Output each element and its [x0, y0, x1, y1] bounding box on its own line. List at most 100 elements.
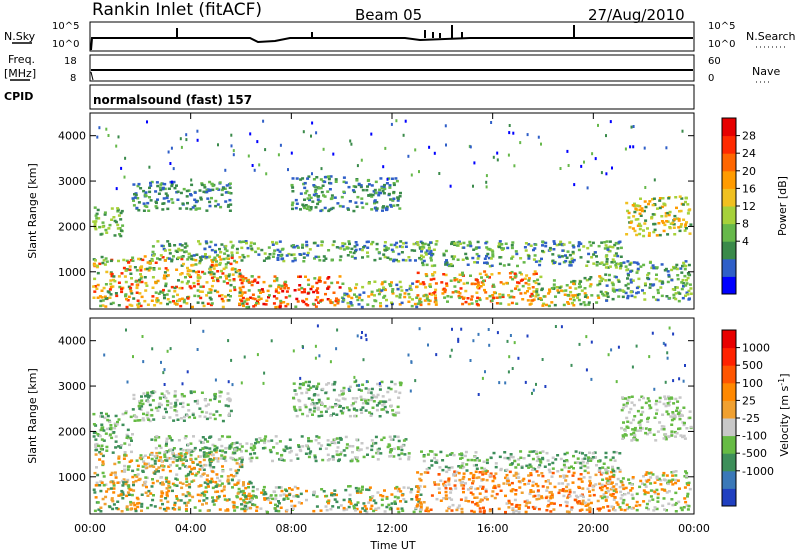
- echo-cell: [511, 507, 514, 510]
- echo-cell: [688, 482, 691, 485]
- echo-cell: [626, 421, 629, 424]
- echo-cell: [136, 269, 139, 272]
- echo-cell: [618, 346, 620, 349]
- echo-cell: [96, 482, 99, 485]
- echo-cell: [311, 285, 314, 288]
- echo-cell: [458, 472, 461, 475]
- echo-cell: [601, 278, 604, 281]
- echo-cell: [612, 258, 615, 261]
- echo-cell: [371, 445, 374, 448]
- echo-cell: [435, 240, 438, 243]
- echo-cell: [666, 233, 669, 236]
- echo-cell: [537, 474, 540, 477]
- echo-cell: [142, 465, 145, 468]
- echo-cell: [589, 508, 592, 511]
- echo-cell: [127, 491, 130, 494]
- echo-cell: [205, 452, 208, 455]
- echo-cell: [218, 248, 221, 251]
- echo-cell: [505, 243, 508, 246]
- echo-cell: [378, 251, 381, 254]
- echo-cell: [370, 399, 373, 402]
- echo-cell: [588, 480, 591, 483]
- echo-cell: [397, 406, 400, 409]
- echo-cell: [551, 253, 554, 256]
- echo-cell: [361, 488, 364, 491]
- echo-cell: [616, 247, 619, 250]
- echo-cell: [334, 405, 337, 408]
- echo-cell: [548, 469, 551, 472]
- echo-cell: [446, 295, 449, 298]
- echo-cell: [224, 245, 227, 248]
- echo-cell: [165, 443, 168, 446]
- echo-cell: [333, 304, 336, 307]
- echo-cell: [538, 508, 541, 511]
- echo-cell: [659, 234, 662, 237]
- echo-cell: [173, 409, 176, 412]
- echo-cell: [644, 219, 647, 222]
- echo-cell: [238, 256, 241, 259]
- echo-cell: [475, 464, 478, 467]
- echo-cell: [331, 505, 334, 508]
- echo-cell: [630, 433, 633, 436]
- echo-cell: [335, 178, 338, 181]
- echo-cell: [552, 508, 555, 511]
- echo-cell: [508, 154, 510, 157]
- echo-cell: [105, 450, 108, 453]
- echo-cell: [606, 480, 609, 483]
- echo-cell: [114, 471, 117, 474]
- echo-cell: [670, 424, 673, 427]
- echo-cell: [169, 301, 172, 304]
- echo-cell: [641, 411, 644, 414]
- echo-cell: [642, 229, 645, 232]
- echo-cell: [574, 287, 577, 290]
- echo-cell: [574, 499, 577, 502]
- echo-cell: [97, 272, 100, 275]
- echo-cell: [173, 508, 176, 511]
- echo-cell: [580, 256, 583, 259]
- echo-cell: [113, 484, 116, 487]
- echo-cell: [288, 494, 291, 497]
- echo-cell: [350, 297, 353, 300]
- echo-cell: [252, 486, 255, 489]
- echo-cell: [125, 329, 127, 332]
- colorbar-tick-label: 500: [742, 359, 763, 372]
- echo-cell: [271, 460, 274, 463]
- echo-cell: [181, 202, 184, 205]
- echo-cell: [579, 462, 582, 465]
- echo-cell: [673, 215, 676, 218]
- echo-cell: [589, 476, 592, 479]
- echo-cell: [199, 415, 202, 418]
- echo-cell: [234, 459, 237, 462]
- echo-cell: [551, 462, 554, 465]
- echo-cell: [178, 456, 181, 459]
- echo-cell: [301, 177, 304, 180]
- echo-cell: [653, 198, 656, 201]
- echo-cell: [689, 223, 692, 226]
- echo-cell: [207, 292, 210, 295]
- echo-cell: [687, 212, 690, 215]
- echo-cell: [214, 200, 217, 203]
- echo-cell: [681, 414, 684, 417]
- echo-cell: [207, 485, 210, 488]
- echo-cell: [654, 506, 657, 509]
- echo-cell: [524, 246, 527, 249]
- echo-cell: [140, 505, 143, 508]
- echo-cell: [365, 334, 367, 337]
- echo-cell: [382, 253, 385, 256]
- echo-cell: [209, 205, 212, 208]
- echo-cell: [309, 450, 312, 453]
- echo-cell: [369, 194, 372, 197]
- echo-cell: [94, 228, 97, 231]
- echo-cell: [536, 460, 539, 463]
- echo-cell: [335, 347, 337, 350]
- echo-cell: [659, 286, 662, 289]
- velocity-heatmap: [92, 324, 692, 513]
- echo-cell: [112, 216, 115, 219]
- echo-cell: [486, 479, 489, 482]
- echo-cell: [683, 506, 686, 509]
- echo-cell: [572, 474, 575, 477]
- echo-cell: [429, 241, 432, 244]
- echo-cell: [565, 505, 568, 508]
- echo-cell: [592, 253, 595, 256]
- echo-cell: [561, 255, 564, 258]
